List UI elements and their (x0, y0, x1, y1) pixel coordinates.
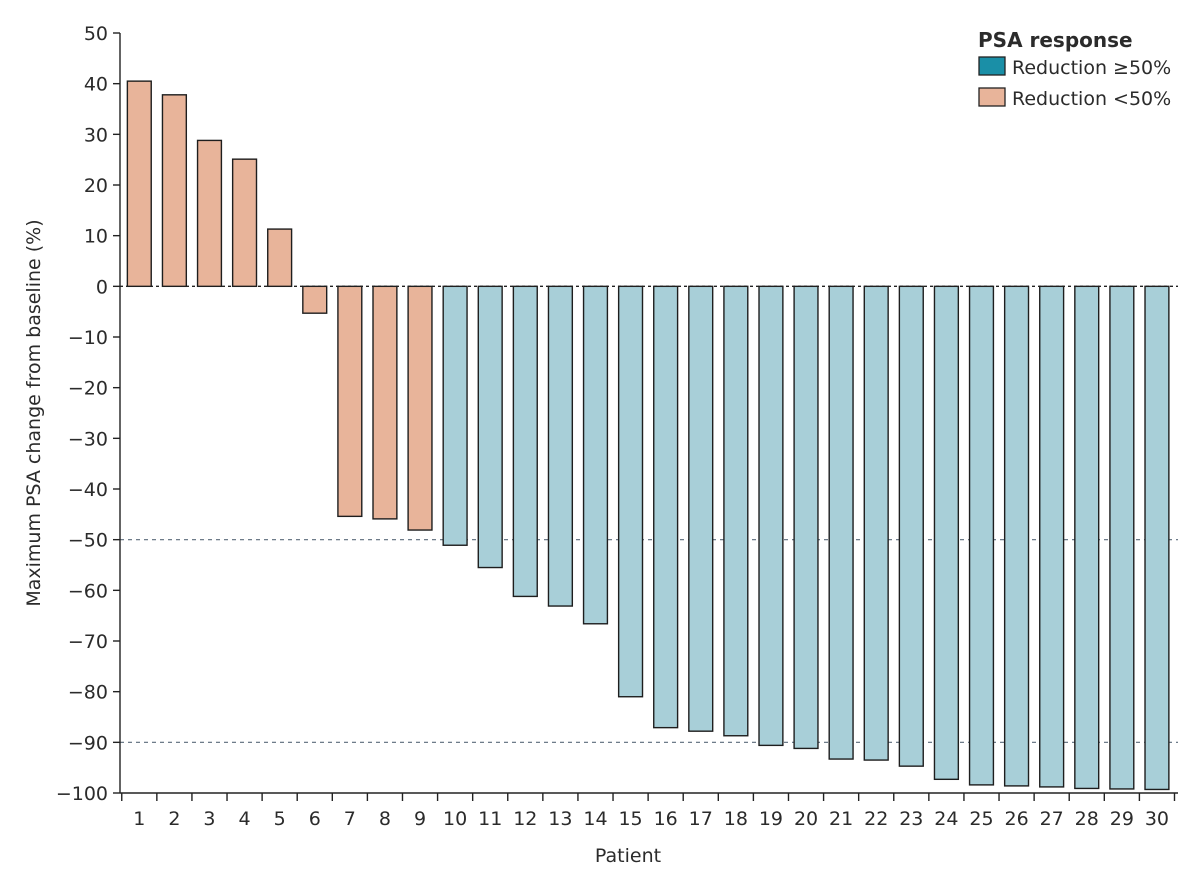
x-tick-label: 10 (443, 808, 467, 830)
x-tick-label: 4 (239, 808, 251, 830)
bar-patient-15 (617, 285, 644, 698)
legend-item-ge50: Reduction ≥50% (978, 56, 1171, 79)
y-tick-label: 50 (84, 23, 108, 45)
bar-patient-25 (968, 285, 995, 786)
bar-patient-16 (653, 285, 679, 729)
y-tick-label: −40 (68, 479, 108, 501)
x-tick-label: 25 (969, 808, 993, 830)
y-tick-label: 30 (84, 124, 108, 146)
bar-patient-9 (407, 285, 433, 531)
bar-patient-2 (161, 94, 188, 288)
x-tick-label: 1 (133, 808, 145, 830)
y-tick-label: −60 (68, 580, 108, 602)
x-tick-label: 3 (203, 808, 215, 830)
y-tick-label: −80 (68, 682, 108, 704)
y-tick-label: 40 (84, 74, 108, 96)
x-axis-title: Patient (595, 845, 661, 867)
y-tick-label: −70 (68, 631, 108, 653)
bar-patient-5 (267, 228, 293, 288)
bar-patient-3 (196, 139, 223, 288)
x-tick-label: 26 (1004, 808, 1028, 830)
y-axis-title: Maximum PSA change from baseline (%) (23, 219, 45, 606)
legend-title: PSA response (978, 28, 1133, 52)
x-tick-label: 9 (414, 808, 426, 830)
y-tick-label: −50 (68, 530, 108, 552)
x-tick-label: 5 (274, 808, 286, 830)
y-tick-label: −20 (68, 378, 108, 400)
legend-swatch-ge50 (978, 56, 1006, 76)
x-tick-label: 15 (618, 808, 642, 830)
y-axis: 50 40 30 20 10 0 −10 −20 −30 −40 −50 −60 −70 −80 −90 −1… (56, 23, 121, 805)
bar-patient-28 (1074, 285, 1100, 790)
x-tick-label: 14 (583, 808, 607, 830)
x-tick-label: 30 (1145, 808, 1169, 830)
x-tick-label: 20 (794, 808, 818, 830)
bar-patient-1 (126, 80, 152, 288)
bar-patient-6 (302, 285, 328, 314)
bar-patient-8 (372, 285, 398, 520)
x-tick-label: 17 (689, 808, 713, 830)
bar-patient-21 (828, 285, 854, 760)
bar-patient-12 (512, 285, 538, 598)
y-tick-label: 0 (96, 276, 108, 298)
y-tick-label: −100 (56, 783, 108, 805)
x-tick-label: 13 (548, 808, 572, 830)
x-tick-label: 8 (379, 808, 391, 830)
y-tick-label: 10 (84, 226, 108, 248)
legend-swatch-lt50 (978, 87, 1006, 107)
bar-patient-22 (863, 285, 889, 761)
bar-patient-18 (723, 285, 749, 737)
bar-patient-24 (933, 285, 960, 781)
x-tick-label: 18 (724, 808, 748, 830)
y-tick-label: −90 (68, 732, 108, 754)
x-tick-label: 27 (1040, 808, 1064, 830)
bar-patient-17 (688, 285, 714, 732)
x-tick-label: 21 (829, 808, 853, 830)
bar-patient-20 (793, 285, 819, 750)
x-tick-label: 24 (934, 808, 958, 830)
bar-patient-30 (1144, 285, 1170, 791)
y-tick-label: −30 (68, 428, 108, 450)
x-tick-label: 22 (864, 808, 888, 830)
bar-patient-26 (1003, 285, 1030, 787)
x-tick-label: 16 (654, 808, 678, 830)
y-tick-label: −10 (68, 327, 108, 349)
x-tick-label: 19 (759, 808, 783, 830)
bar-patient-4 (231, 158, 258, 288)
x-tick-label: 11 (478, 808, 502, 830)
bar-patient-19 (758, 285, 784, 747)
legend-label-ge50: Reduction ≥50% (1012, 57, 1171, 79)
x-tick-label: 12 (513, 808, 537, 830)
x-tick-label: 23 (899, 808, 923, 830)
legend-label-lt50: Reduction <50% (1012, 88, 1171, 110)
x-tick-label: 7 (344, 808, 356, 830)
bar-patient-11 (477, 285, 503, 569)
bar-patient-13 (547, 285, 574, 607)
bar-patient-29 (1109, 285, 1135, 790)
x-axis: 1 2 3 4 5 6 7 8 9 10 11 12 13 14 15 16 17 18 19 20 21 22 23 24 2… (120, 792, 1178, 830)
bar-patient-7 (337, 285, 363, 518)
legend-item-lt50: Reduction <50% (978, 87, 1171, 110)
bar-patient-23 (898, 285, 924, 767)
bar-patient-10 (442, 285, 468, 546)
x-tick-label: 28 (1075, 808, 1099, 830)
bar-patient-14 (582, 285, 609, 625)
legend: PSA response Reduction ≥50% Reduction <5… (978, 28, 1171, 110)
bars (126, 80, 1170, 791)
x-tick-label: 2 (168, 808, 180, 830)
reference-lines (120, 285, 1178, 743)
x-tick-label: 6 (309, 808, 321, 830)
bar-patient-27 (1039, 285, 1065, 788)
y-tick-label: 20 (84, 175, 108, 197)
x-tick-label: 29 (1110, 808, 1134, 830)
